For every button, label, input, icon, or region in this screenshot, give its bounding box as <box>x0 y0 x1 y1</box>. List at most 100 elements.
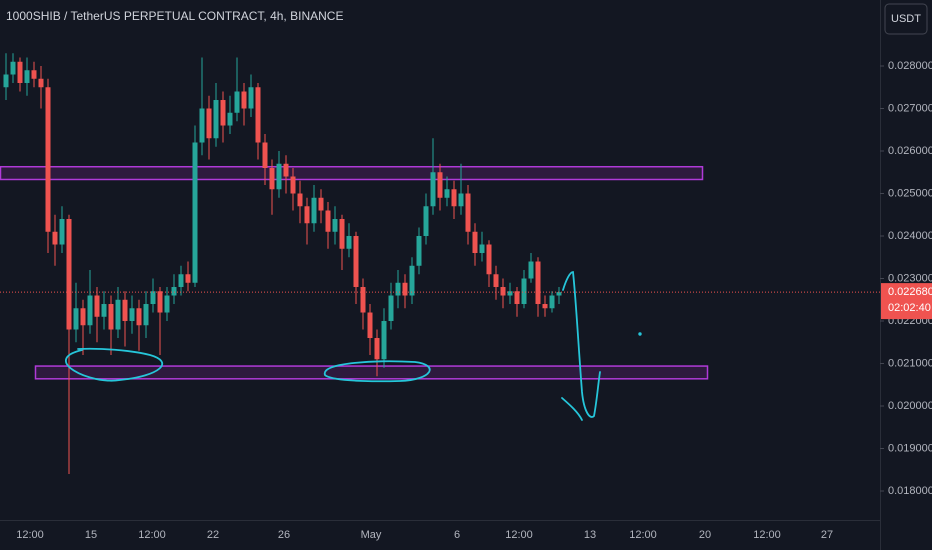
candle-body <box>206 108 212 139</box>
x-tick-label: 12:00 <box>138 529 166 541</box>
candle-body <box>59 219 65 245</box>
candle-body <box>108 304 114 330</box>
candle-body <box>45 87 51 232</box>
candle-body <box>94 295 100 317</box>
candle-body <box>255 87 261 143</box>
candle-body <box>164 295 170 313</box>
y-tick-label: 0.019000 <box>888 442 932 454</box>
candle-body <box>486 244 492 275</box>
candle-body <box>409 265 415 296</box>
freehand-drawing <box>562 271 601 418</box>
candle-body <box>38 78 44 88</box>
candle-body <box>185 274 191 283</box>
candle-body <box>528 261 534 279</box>
candle-body <box>227 112 233 126</box>
currency-button[interactable] <box>884 3 928 35</box>
candle-body <box>311 197 317 224</box>
y-tick-label: 0.027000 <box>888 102 932 114</box>
candle-body <box>220 100 226 126</box>
candle-body <box>157 291 163 313</box>
candle-body <box>66 219 72 330</box>
candle-body <box>283 163 289 177</box>
price-zone <box>34 365 709 380</box>
candle-body <box>269 168 275 190</box>
marks <box>0 53 709 475</box>
candle-body <box>437 172 443 198</box>
candle-body <box>514 291 520 305</box>
candle-body <box>178 274 184 288</box>
candle-body <box>136 308 142 326</box>
last-price-tag <box>881 283 932 320</box>
x-tick-label: 20 <box>699 529 711 541</box>
candle-body <box>332 219 338 232</box>
dot-drawing <box>638 332 642 336</box>
candle-body <box>24 70 30 84</box>
last-price-label: 0.022680 <box>888 286 932 298</box>
candle-body <box>52 231 58 245</box>
x-tick-label: 13 <box>584 529 596 541</box>
x-tick-label: 12:00 <box>505 529 533 541</box>
candle-body <box>304 206 310 224</box>
candle-body <box>416 236 422 266</box>
x-tick-label: 12:00 <box>753 529 781 541</box>
candle-body <box>535 261 541 305</box>
candle-body <box>241 91 247 109</box>
candle-body <box>325 210 331 232</box>
candle-body <box>199 108 205 143</box>
x-tick-label: May <box>361 529 382 541</box>
candle-body <box>297 193 303 207</box>
candle-body <box>318 197 324 211</box>
candle-body <box>248 87 254 109</box>
candle-body <box>87 295 93 326</box>
candle-body <box>276 163 282 190</box>
x-tick-label: 15 <box>85 529 97 541</box>
candle-body <box>360 287 366 313</box>
candle-body <box>17 61 23 84</box>
candle-body <box>3 74 9 88</box>
candle-body <box>213 100 219 139</box>
candle-body <box>101 304 107 317</box>
countdown-label: 02:02:40 <box>888 302 931 314</box>
candle-body <box>346 236 352 249</box>
candle-body <box>458 193 464 207</box>
currency-button-label: USDT <box>891 13 921 25</box>
y-tick-label: 0.025000 <box>888 187 932 199</box>
y-tick-label: 0.020000 <box>888 400 932 412</box>
x-tick-label: 12:00 <box>16 529 44 541</box>
freehand-drawing <box>561 397 583 421</box>
candle-body <box>171 287 177 296</box>
candle-body <box>234 91 240 113</box>
drawings <box>65 271 642 421</box>
candle-body <box>31 70 37 79</box>
candle-body <box>472 231 478 254</box>
x-tick-label: 12:00 <box>629 529 657 541</box>
candle-body <box>507 291 513 296</box>
candle-body <box>549 295 555 309</box>
candle-body <box>423 206 429 237</box>
y-tick-label: 0.028000 <box>888 60 932 72</box>
candle-body <box>479 244 485 254</box>
x-tick-label: 22 <box>207 529 219 541</box>
candle-body <box>430 172 436 207</box>
candle-body <box>115 299 121 330</box>
candle-body <box>10 61 16 75</box>
candle-body <box>143 304 149 326</box>
y-tick-label: 0.023000 <box>888 272 932 284</box>
candle-body <box>556 292 562 296</box>
candle-body <box>122 299 128 322</box>
candle-body <box>395 282 401 296</box>
candle-body <box>521 278 527 305</box>
candle-body <box>402 282 408 296</box>
candle-body <box>339 219 345 249</box>
candle-body <box>451 189 457 207</box>
x-tick-label: 6 <box>454 529 460 541</box>
candle-body <box>262 142 268 169</box>
candle-body <box>388 295 394 322</box>
price-zone <box>0 165 704 181</box>
y-tick-label: 0.026000 <box>888 145 932 157</box>
candle-body <box>353 236 359 288</box>
y-tick-label: 0.021000 <box>888 357 932 369</box>
